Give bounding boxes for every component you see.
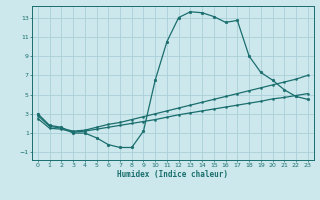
X-axis label: Humidex (Indice chaleur): Humidex (Indice chaleur)	[117, 170, 228, 179]
